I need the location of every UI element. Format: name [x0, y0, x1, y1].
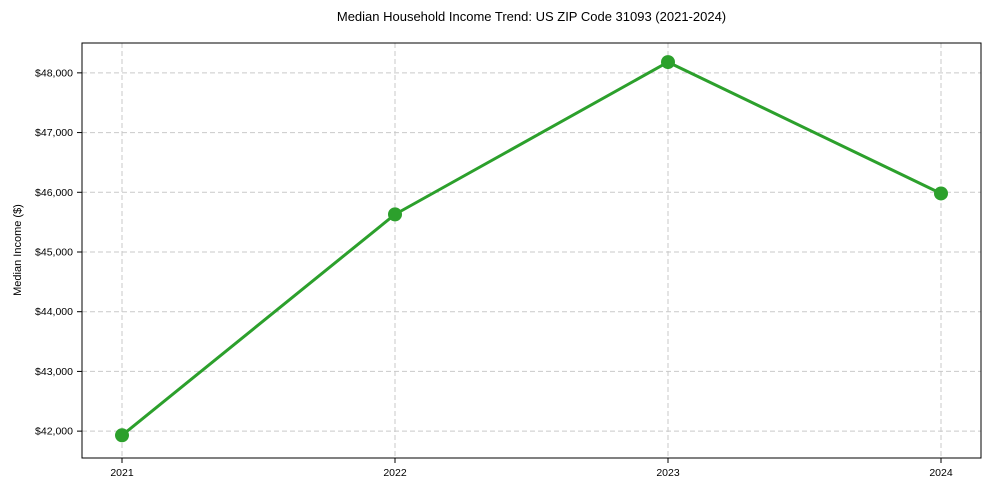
data-point-marker	[388, 207, 402, 222]
y-tick-label: $48,000	[35, 67, 73, 79]
y-tick-label: $42,000	[35, 426, 73, 438]
x-tick-label: 2021	[110, 467, 134, 479]
x-tick-label: 2022	[383, 467, 407, 479]
y-tick-label: $47,000	[35, 127, 73, 139]
trend-line	[120, 60, 943, 437]
plot-frame	[81, 42, 982, 459]
chart-title: Median Household Income Trend: US ZIP Co…	[336, 9, 727, 24]
data-point-marker	[115, 428, 129, 443]
y-tick-label: $45,000	[35, 246, 73, 258]
data-point-marker	[934, 186, 948, 201]
data-point-marker	[661, 55, 675, 70]
x-tick-label: 2024	[929, 467, 953, 479]
y-tick-label: $46,000	[35, 187, 73, 199]
y-tick-label: $43,000	[35, 366, 73, 378]
y-tick-label: $44,000	[35, 306, 73, 318]
x-tick-label: 2023	[656, 467, 680, 479]
